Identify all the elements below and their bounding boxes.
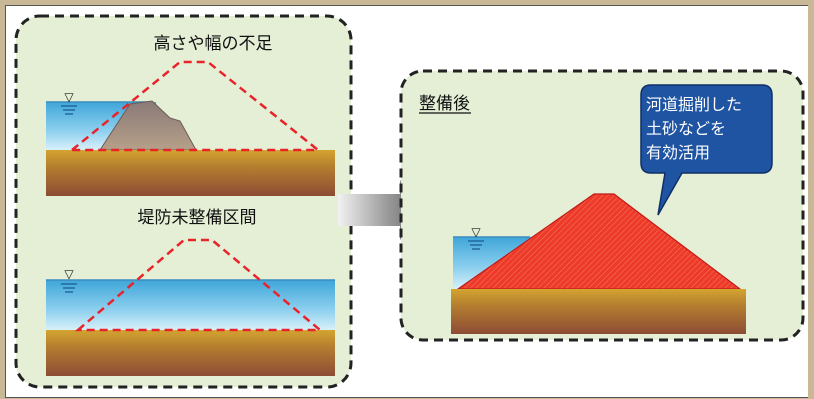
after-scene: ▽ bbox=[451, 193, 746, 334]
top-water-level-mark: ▽ bbox=[64, 90, 74, 104]
callout-line-3: 有効活用 bbox=[646, 143, 710, 162]
top-scene: ▽ bbox=[46, 60, 335, 196]
after-ground bbox=[451, 289, 746, 334]
bottom-water-level-mark: ▽ bbox=[64, 267, 74, 281]
top-ground bbox=[46, 150, 335, 196]
after-label: 整備後 bbox=[419, 94, 470, 114]
callout-bubble bbox=[640, 84, 773, 216]
bottom-scene: ▽ bbox=[46, 238, 335, 376]
top-section-title: 高さや幅の不足 bbox=[154, 34, 273, 54]
bottom-section-title: 堤防未整備区間 bbox=[138, 208, 257, 228]
right-border-strip bbox=[808, 0, 814, 399]
bottom-required-section-outline bbox=[74, 238, 324, 332]
bottom-ground bbox=[46, 330, 335, 376]
after-water-level-mark: ▽ bbox=[471, 225, 481, 239]
callout-line-1: 河道掘削した bbox=[646, 95, 742, 114]
bottom-water bbox=[46, 280, 335, 330]
callout-line-2: 土砂などを bbox=[646, 119, 726, 138]
top-required-section-outline bbox=[68, 60, 322, 152]
